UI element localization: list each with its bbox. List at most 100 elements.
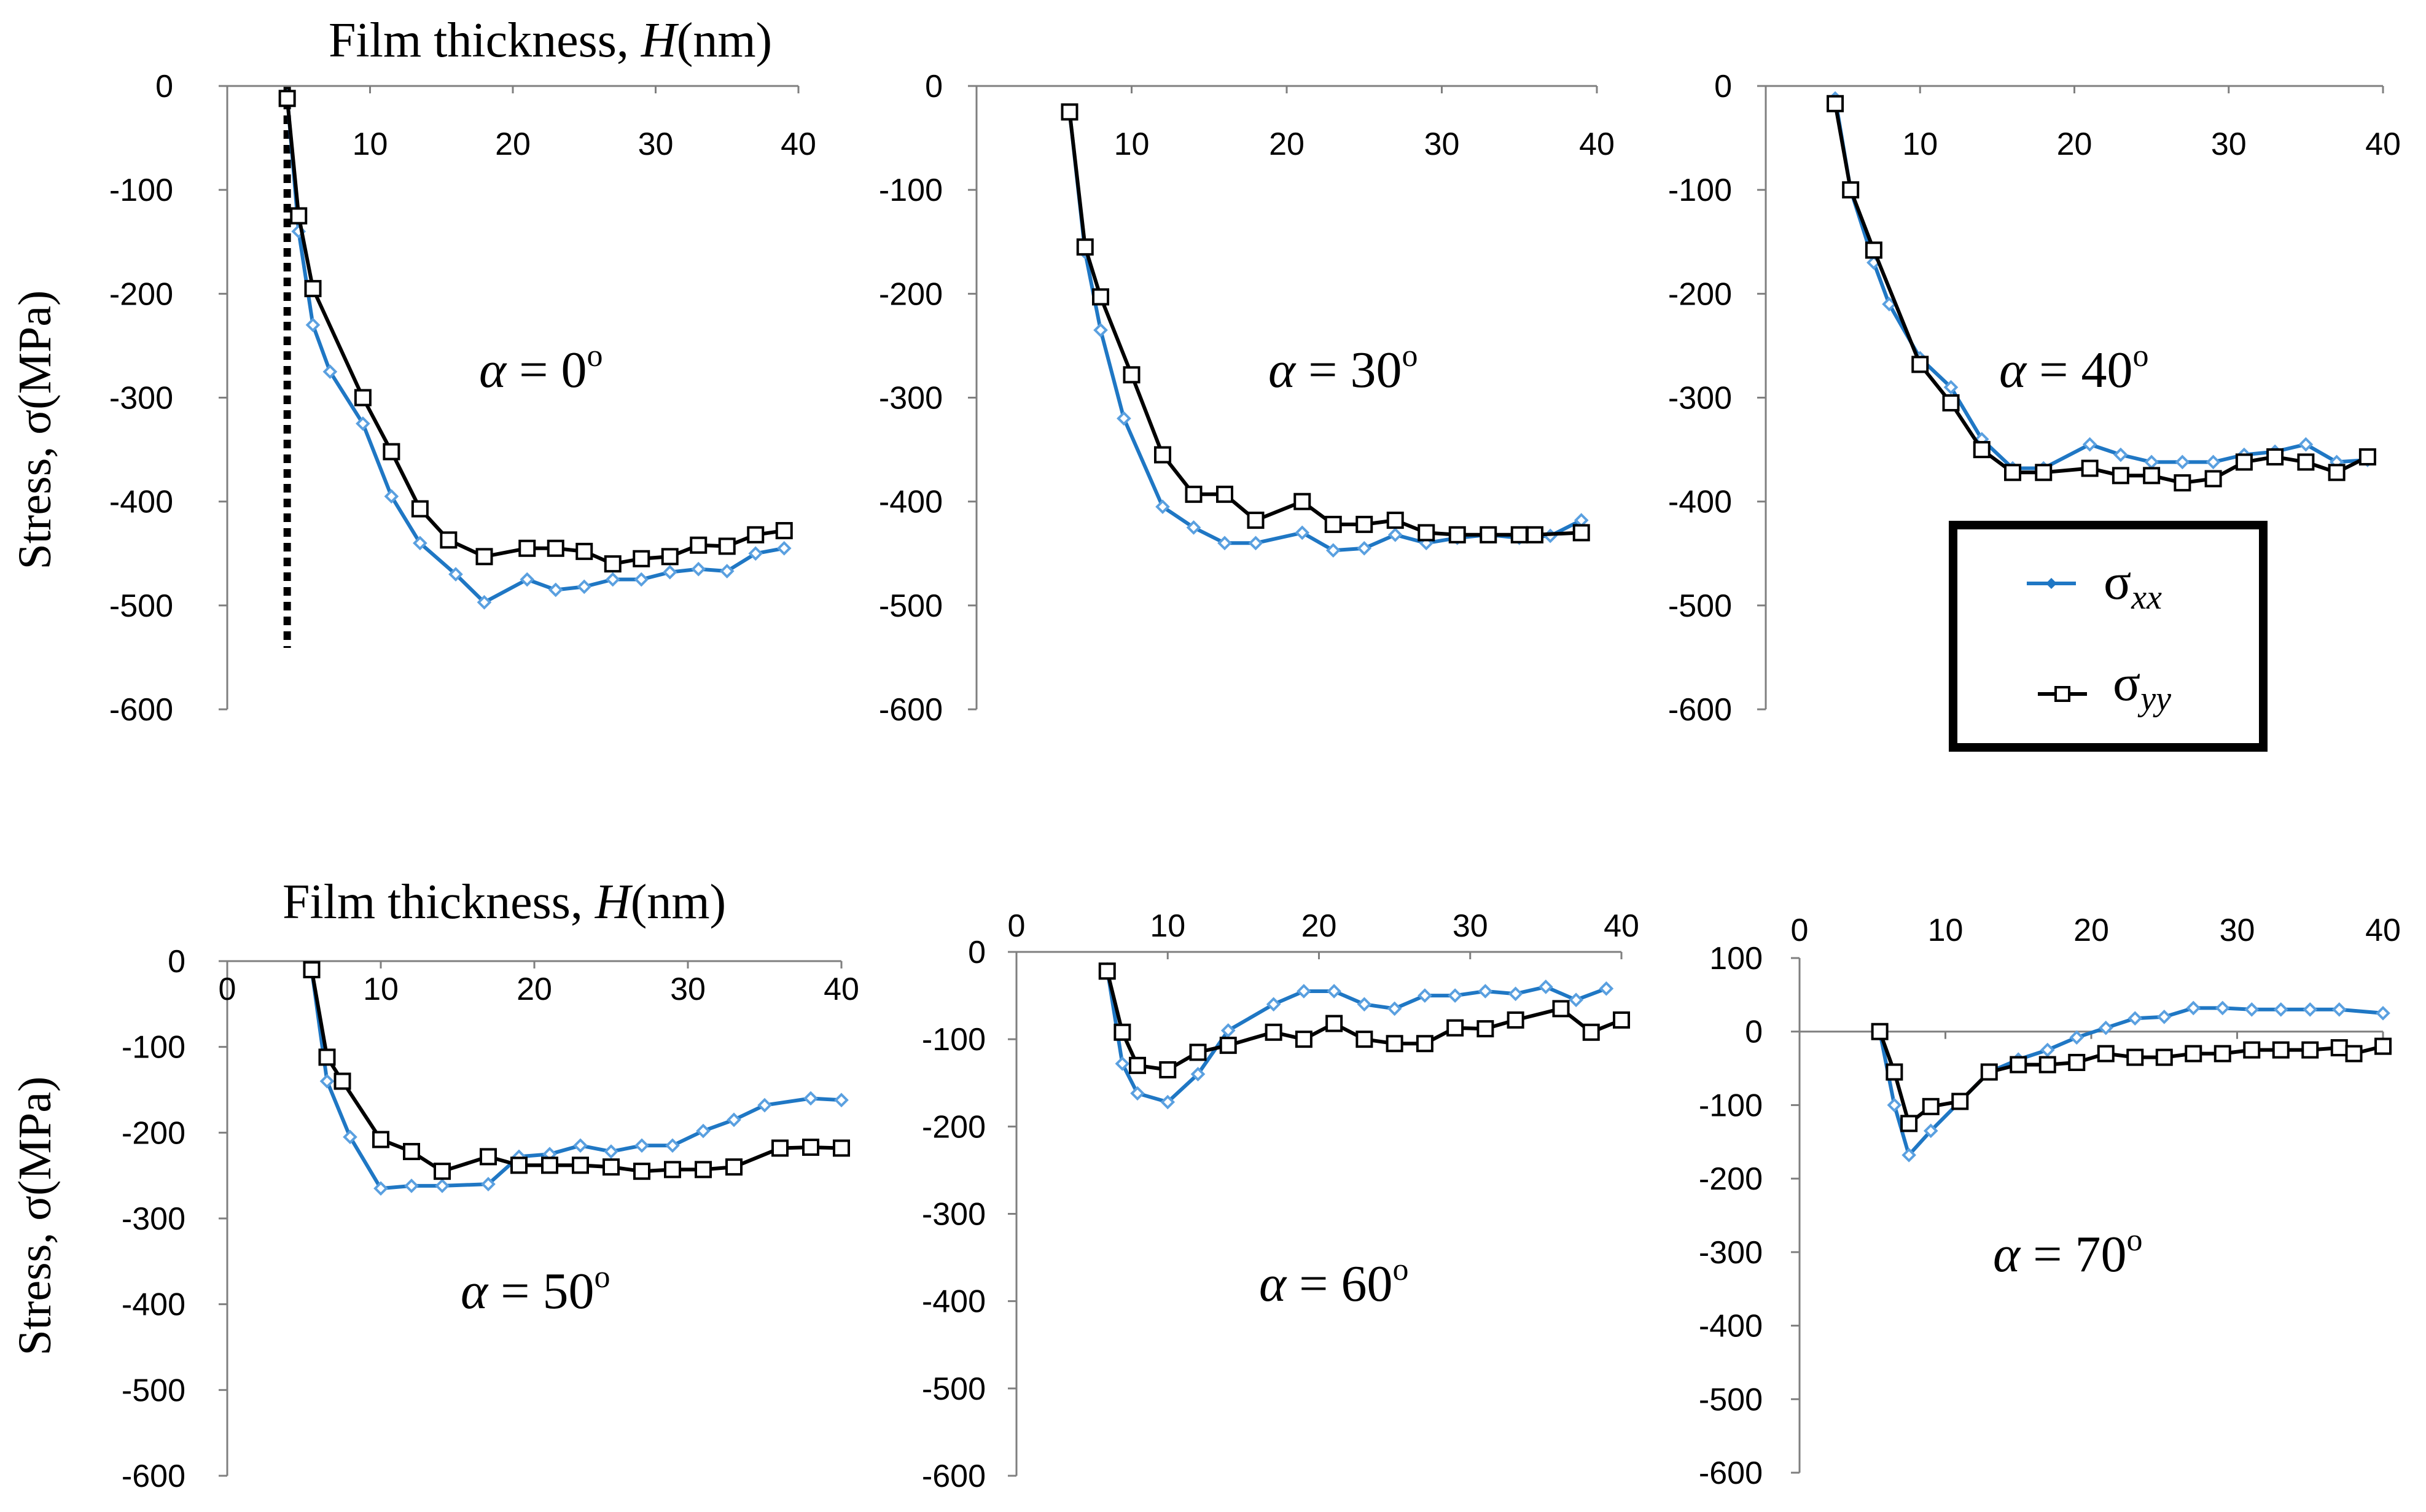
y-tick-label: -100 — [879, 173, 943, 208]
sigma-xx-point — [2376, 1005, 2390, 1021]
sigma-yy-point — [2174, 474, 2191, 492]
series-sigma-xx-line — [1067, 111, 1583, 553]
sigma-xx-point — [2175, 454, 2190, 470]
sigma-xx-point — [1418, 988, 1432, 1003]
sigma-yy-point — [1386, 1035, 1403, 1053]
sigma-xx-point — [2244, 1002, 2260, 1017]
sigma-yy-point — [604, 555, 622, 573]
sigma-yy-point — [1418, 524, 1435, 542]
sigma-xx-point — [1387, 527, 1403, 542]
y-tick-label: -600 — [922, 1459, 986, 1494]
sigma-yy-point — [747, 526, 765, 544]
sigma-yy-point — [1114, 1023, 1131, 1041]
x-tick-label: 10 — [1150, 908, 1185, 944]
sigma-yy-point — [2035, 464, 2053, 481]
sigma-yy-point — [1911, 356, 1929, 373]
sigma-yy-point — [1129, 1056, 1146, 1074]
sigma-xx-point — [1901, 1148, 1916, 1163]
sigma-yy-point — [2010, 1056, 2027, 1074]
sigma-yy-point — [690, 536, 708, 554]
sigma-yy-point — [2126, 1048, 2144, 1066]
sigma-yy-point — [802, 1139, 819, 1156]
sigma-xx-point — [520, 572, 535, 587]
y-tick-label: -100 — [109, 173, 173, 208]
sigma-xx-point — [1943, 380, 1959, 395]
x-tick-label: 40 — [781, 127, 816, 162]
sigma-xx-point — [305, 318, 321, 332]
sigma-xx-point — [2098, 1020, 2113, 1035]
y-tick-label: 100 — [1709, 941, 1763, 976]
y-tick-label: -300 — [879, 381, 943, 416]
sigma-xx-point — [1295, 525, 1310, 540]
x-tick-label: 10 — [1928, 913, 1964, 948]
sigma-xx-point — [2156, 1009, 2172, 1024]
panel-alpha-70: 100 0 -100 -200 -300 -400 -500 -600 0 10 20 30 40 α =… — [1699, 913, 2401, 1491]
sigma-xx-point — [1325, 543, 1341, 558]
y-tick-label: 0 — [155, 69, 173, 104]
sigma-xx-point — [1115, 1056, 1130, 1071]
y-tick-label: -500 — [1668, 588, 1732, 624]
sigma-yy-point — [2301, 1041, 2319, 1059]
sigma-xx-point — [2113, 447, 2128, 462]
x-tick-label: 20 — [2073, 913, 2109, 948]
sigma-xx-point — [481, 1177, 496, 1191]
sigma-yy-point — [771, 1139, 789, 1157]
sigma-yy-point — [1572, 524, 1590, 542]
sigma-yy-point — [1942, 394, 1960, 411]
sigma-xx-point — [2303, 1002, 2318, 1017]
sigma-xx-point — [577, 579, 592, 594]
sigma-yy-point — [1507, 1011, 1524, 1029]
y-tick-label: -200 — [122, 1115, 185, 1151]
sigma-xx-point — [1887, 1097, 1902, 1113]
x-tick-label: 0 — [219, 972, 236, 1007]
sigma-yy-point — [1446, 1019, 1464, 1037]
sigma-xx-point — [1220, 1023, 1236, 1038]
sigma-yy-point — [547, 539, 564, 557]
sigma-xx-point — [1478, 984, 1493, 999]
sigma-xx-point — [1248, 536, 1263, 551]
x-tick-label: 30 — [2220, 913, 2255, 948]
y-tick-label: -300 — [922, 1197, 986, 1233]
y-tick-label: 0 — [925, 69, 943, 104]
sigma-yy-point — [1154, 446, 1171, 464]
sigma-xx-point — [373, 1181, 388, 1196]
x-tick-label: 40 — [1579, 127, 1615, 162]
sigma-xx-point — [748, 546, 763, 561]
sigma-yy-point — [1900, 1115, 1918, 1132]
sigma-yy-point — [1480, 526, 1497, 544]
sigma-xx-point — [404, 1179, 419, 1193]
legend-xx-label: σxx — [2104, 553, 2162, 617]
x-tick-label: 10 — [1114, 127, 1150, 162]
x-tick-label: 40 — [2365, 127, 2401, 162]
sigma-yy-point — [2297, 453, 2315, 471]
sigma-xx-point — [2206, 454, 2221, 470]
sigma-yy-point — [411, 500, 429, 518]
y-tick-label: -200 — [1699, 1161, 1763, 1197]
sigma-xx-point — [605, 572, 620, 587]
y-tick-label: -400 — [109, 485, 173, 520]
sigma-yy-point — [1123, 366, 1141, 384]
sigma-xx-point — [573, 1138, 588, 1153]
legend-box — [1949, 521, 2268, 752]
sigma-yy-point — [718, 537, 736, 555]
sigma-yy-point — [2374, 1037, 2392, 1055]
sigma-xx-point — [1217, 536, 1232, 551]
sigma-xx-point — [1266, 997, 1281, 1012]
x-tick-label: 10 — [363, 972, 399, 1007]
sigma-xx-point — [719, 564, 735, 579]
sigma-xx-point — [2215, 1000, 2230, 1016]
sigma-xx-point — [1357, 997, 1372, 1012]
sigma-yy-point — [1871, 1023, 1889, 1040]
sigma-xx-point — [2069, 1030, 2085, 1045]
sigma-xx-point — [2298, 437, 2314, 452]
sigma-yy-point — [1092, 288, 1109, 306]
sigma-xx-point — [413, 536, 427, 551]
alpha-label: α = 70o — [1993, 1223, 2142, 1283]
sigma-yy-point — [304, 279, 322, 297]
y-tick-label: -500 — [922, 1371, 986, 1407]
sigma-yy-point — [1980, 1063, 1998, 1081]
y-tick-label: -400 — [122, 1287, 185, 1323]
y-tick-label: -300 — [109, 381, 173, 416]
sigma-yy-point — [383, 443, 400, 461]
sigma-yy-point — [1293, 493, 1311, 510]
